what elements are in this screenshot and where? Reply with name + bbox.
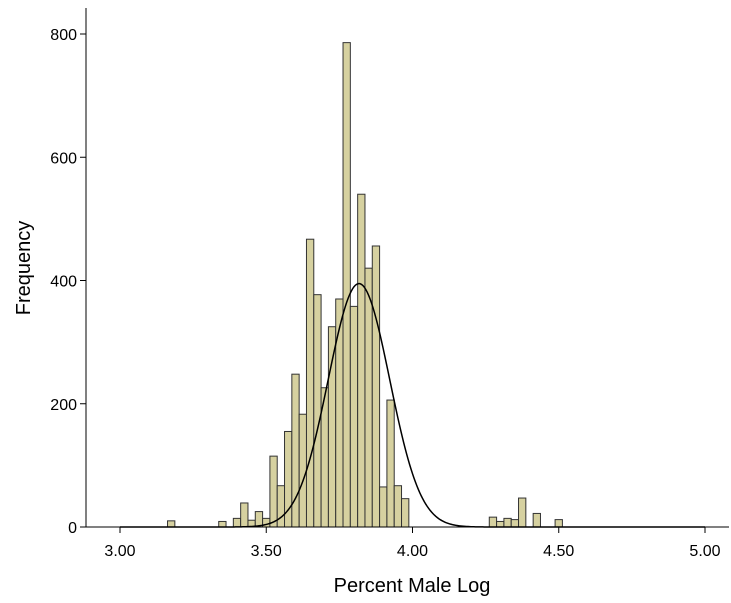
histogram-bar <box>342 42 351 528</box>
y-axis-title: Frequency <box>13 221 35 316</box>
y-axis-ticks: 0 200 400 600 800 <box>50 27 86 537</box>
histogram-bar <box>313 294 322 528</box>
x-axis-ticks: 3.00 3.50 4.00 4.50 5.00 <box>104 527 721 560</box>
histogram-bar <box>379 486 388 528</box>
y-tick-label: 200 <box>50 397 77 414</box>
x-tick-label: 4.00 <box>397 543 428 560</box>
histogram-bars <box>167 42 563 528</box>
histogram-bar <box>357 193 366 528</box>
y-tick-label: 400 <box>50 274 77 291</box>
normal-distribution-curve <box>120 282 705 528</box>
x-tick-label: 5.00 <box>689 543 720 560</box>
histogram-bar <box>298 413 307 528</box>
histogram-bar <box>218 520 227 528</box>
histogram-bar <box>401 498 410 528</box>
histogram-bar <box>335 298 344 528</box>
x-tick-label: 3.50 <box>251 543 282 560</box>
histogram-bar <box>554 519 563 528</box>
histogram-bar <box>518 497 527 528</box>
histogram-bar <box>371 245 381 528</box>
y-tick-label: 0 <box>68 520 77 537</box>
y-tick-label: 800 <box>50 27 77 44</box>
histogram-bar <box>167 520 176 528</box>
x-tick-label: 4.50 <box>543 543 574 560</box>
x-axis-title: Percent Male Log <box>334 575 491 597</box>
y-tick-label: 600 <box>50 150 77 167</box>
histogram-bar <box>503 517 512 528</box>
histogram-bar <box>232 517 242 528</box>
histogram-bar <box>393 485 403 528</box>
histogram-bar <box>305 238 315 528</box>
histogram-bar <box>510 519 520 528</box>
histogram-bar <box>386 399 395 528</box>
histogram-bar <box>496 520 505 528</box>
histogram-bar <box>364 267 373 528</box>
histogram-bar <box>488 516 498 528</box>
histogram-bar <box>240 502 249 528</box>
x-tick-label: 3.00 <box>104 543 135 560</box>
histogram-bar <box>349 305 359 528</box>
histogram-bar <box>327 326 337 528</box>
histogram-bar <box>532 512 541 528</box>
histogram-bar <box>269 455 278 528</box>
histogram-bar <box>276 485 286 528</box>
